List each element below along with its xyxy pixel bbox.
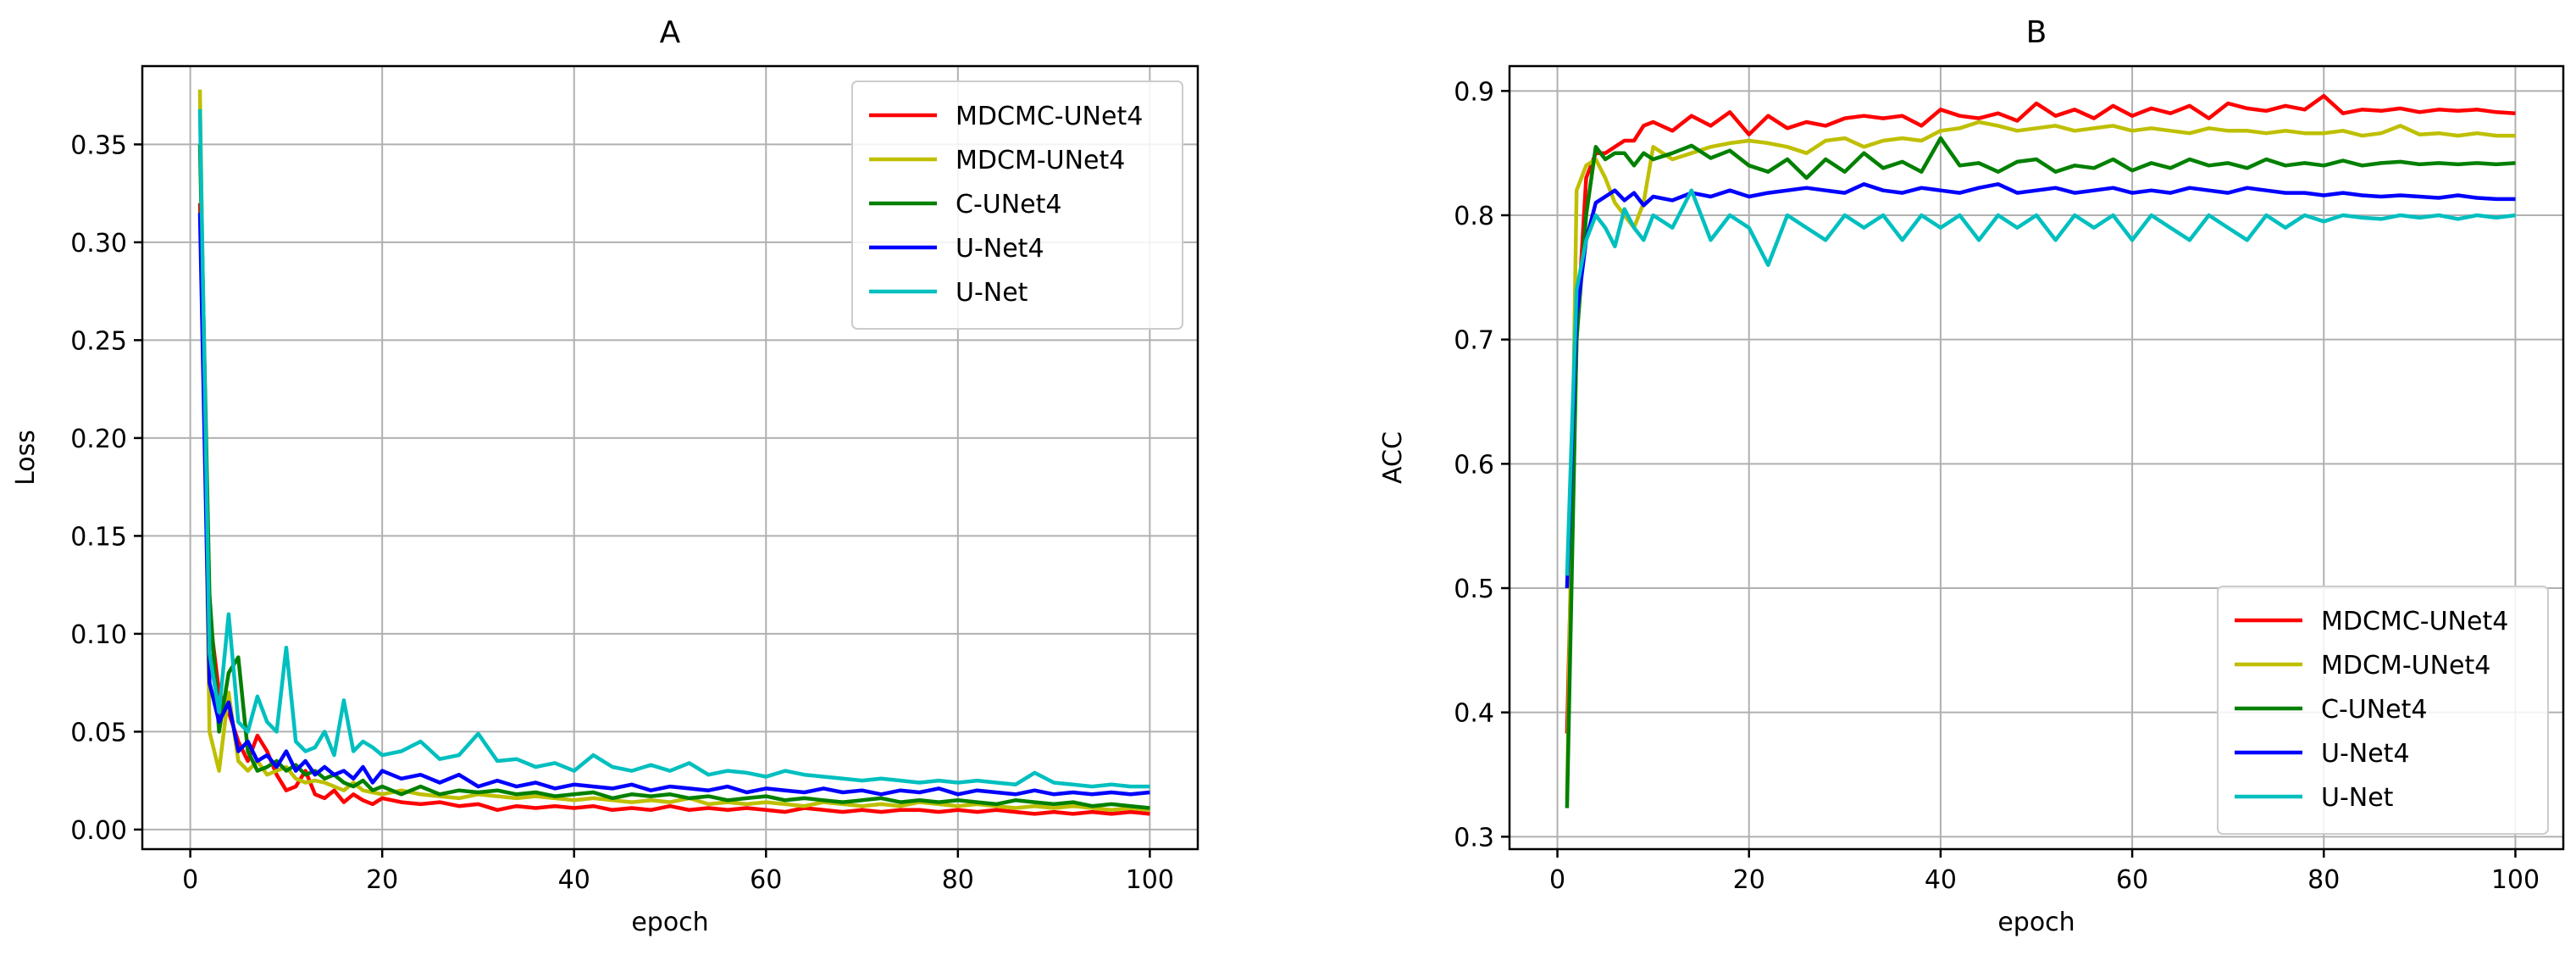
legend-item: MDCMC-UNet4 <box>869 102 1143 131</box>
y-tick-label: 0.5 <box>1454 575 1494 604</box>
y-axis-label: ACC <box>1378 431 1408 484</box>
series-line-mdcmc-unet4 <box>197 203 1150 816</box>
legend-label: U-Net <box>2321 783 2394 813</box>
x-tick-label: 20 <box>1733 865 1765 895</box>
chart-panel-A: 0 20 40 60 80 100 0.00 0.05 0.10 0.15 0.20 0.25 0.30… <box>11 15 1199 937</box>
legend-box <box>2217 586 2549 835</box>
y-tick-label: 0.20 <box>70 425 127 454</box>
legend-label: C-UNet4 <box>956 190 1061 219</box>
y-tick-label: 0.9 <box>1454 77 1494 107</box>
series-line-u-net4 <box>1565 182 2516 589</box>
y-tick-label: 0.05 <box>70 718 127 747</box>
x-tick-label: 80 <box>2307 865 2340 895</box>
legend-item: U-Net <box>869 278 1028 308</box>
series-line-mdcmc-unet4 <box>1565 93 2516 734</box>
series-line-u-net <box>197 108 1150 789</box>
x-tick-label: 100 <box>1126 865 1174 895</box>
x-tick-label: 40 <box>558 865 590 895</box>
legend-label: MDCMC-UNet4 <box>2321 607 2508 636</box>
x-tick-label: 0 <box>1549 865 1565 895</box>
x-tick-label: 0 <box>182 865 198 895</box>
x-tick-label: 20 <box>366 865 398 895</box>
legend-item: U-Net4 <box>869 234 1044 264</box>
legend: MDCMC-UNet4 MDCM-UNet4 C-UNet4 U-Net4 U-Net <box>2217 586 2549 835</box>
y-tick-label: 0.35 <box>70 131 127 160</box>
y-tick-label: 0.4 <box>1454 699 1494 729</box>
axes-frame <box>141 64 1199 851</box>
y-tick-label: 0.00 <box>70 816 127 846</box>
series-line-u-net <box>1565 188 2516 576</box>
x-axis-label: epoch <box>631 908 708 937</box>
legend-label: U-Net4 <box>956 234 1044 264</box>
x-axis-label: epoch <box>1997 908 2075 937</box>
legend-label: U-Net4 <box>2321 739 2410 769</box>
chart-title: A <box>660 15 681 50</box>
legend-label: MDCMC-UNet4 <box>956 102 1143 131</box>
axes-frame <box>1508 64 2565 851</box>
y-tick-label: 0.10 <box>70 620 127 650</box>
legend-item: C-UNet4 <box>2235 695 2427 725</box>
legend-label: MDCM-UNet4 <box>2321 651 2490 680</box>
legend-item: U-Net <box>2235 783 2394 813</box>
series-line-mdcm-unet4 <box>197 89 1150 813</box>
legend-label: MDCM-UNet4 <box>956 146 1125 175</box>
legend-item: U-Net4 <box>2235 739 2410 769</box>
x-tick-label: 40 <box>1925 865 1957 895</box>
y-tick-label: 0.6 <box>1454 450 1494 480</box>
legend: MDCMC-UNet4 MDCM-UNet4 C-UNet4 U-Net4 U-Net <box>851 81 1183 330</box>
legend-box <box>851 81 1183 330</box>
y-tick-label: 0.25 <box>70 326 127 356</box>
y-tick-label: 0.15 <box>70 522 127 552</box>
legend-item: C-UNet4 <box>869 190 1061 219</box>
x-tick-label: 100 <box>2491 865 2540 895</box>
legend-label: U-Net <box>956 278 1028 308</box>
x-tick-label: 80 <box>942 865 974 895</box>
y-axis-label: Loss <box>11 430 41 486</box>
x-tick-label: 60 <box>750 865 782 895</box>
legend-item: MDCM-UNet4 <box>869 146 1125 175</box>
series-line-u-net4 <box>197 213 1150 797</box>
series-line-c-unet4 <box>1565 136 2516 808</box>
x-tick-label: 60 <box>2116 865 2148 895</box>
y-tick-label: 0.30 <box>70 229 127 258</box>
y-tick-label: 0.8 <box>1454 202 1494 231</box>
legend-item: MDCMC-UNet4 <box>2235 607 2508 636</box>
y-tick-label: 0.7 <box>1454 326 1494 356</box>
chart-title: B <box>2026 15 2047 50</box>
legend-item: MDCM-UNet4 <box>2235 651 2490 680</box>
y-tick-label: 0.3 <box>1454 823 1494 853</box>
series-line-mdcm-unet4 <box>1565 119 2516 800</box>
legend-label: C-UNet4 <box>2321 695 2427 725</box>
